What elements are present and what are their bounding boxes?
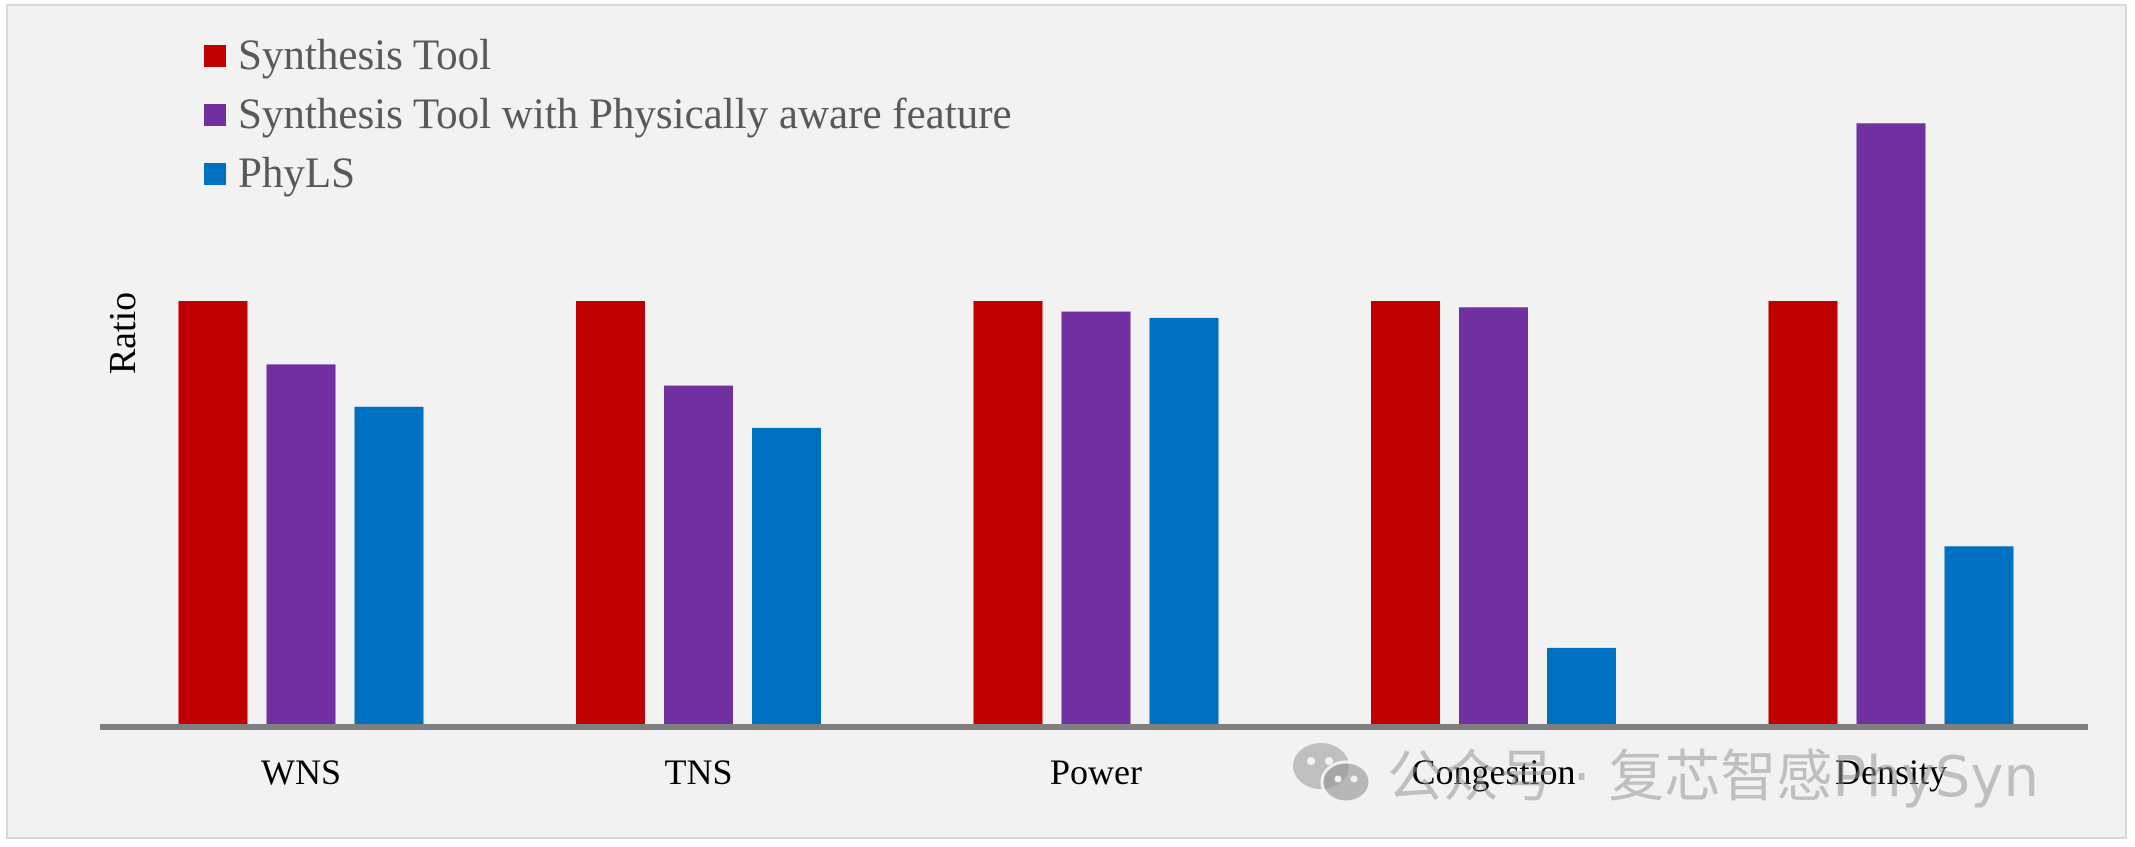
watermark-text: 公众号 · 复芯智感PhySyn bbox=[1387, 745, 2039, 810]
legend-label: Synthesis Tool bbox=[238, 32, 492, 79]
x-tick-labels: WNS TNS Power Congestion Density bbox=[261, 752, 1947, 792]
bar-congestion-synthesis-tool-with-physically-aware-feature bbox=[1459, 307, 1528, 724]
legend-label: PhyLS bbox=[238, 150, 356, 197]
bar-wns-synthesis-tool-with-physically-aware-feature bbox=[266, 364, 336, 724]
chart-area: WNS TNS Power Congestion Density Synthesis T… bbox=[6, 4, 2127, 839]
bar-tns-synthesis-tool-with-physically-aware-feature bbox=[664, 385, 733, 724]
bar-density-phyls bbox=[1944, 546, 2014, 724]
legend-swatch bbox=[204, 162, 226, 185]
y-axis-label: Ratio bbox=[102, 291, 144, 375]
bar-wns-synthesis-tool bbox=[178, 301, 248, 724]
bar-congestion-phyls bbox=[1547, 647, 1616, 724]
x-tick-label-density: Density bbox=[1835, 752, 1947, 792]
legend-item-synthesis-tool: Synthesis Tool bbox=[204, 26, 1012, 85]
x-tick-label-tns: TNS bbox=[664, 752, 732, 792]
bar-density-synthesis-tool bbox=[1768, 301, 1838, 724]
x-tick-label-wns: WNS bbox=[261, 752, 341, 792]
bar-density-synthesis-tool-with-physically-aware-feature bbox=[1856, 123, 1926, 725]
legend-item-phyls: PhyLS bbox=[204, 144, 1012, 203]
bar-power-phyls bbox=[1149, 317, 1219, 724]
x-tick-label-congestion: Congestion bbox=[1411, 752, 1575, 792]
legend: Synthesis Tool Synthesis Tool with Physi… bbox=[204, 26, 1012, 203]
bar-tns-phyls bbox=[752, 427, 821, 724]
legend-label: Synthesis Tool with Physically aware fea… bbox=[238, 91, 1012, 138]
bar-power-synthesis-tool bbox=[973, 301, 1043, 724]
bar-chart: WNS TNS Power Congestion Density bbox=[100, 123, 2088, 792]
bar-power-synthesis-tool-with-physically-aware-feature bbox=[1061, 311, 1131, 724]
legend-swatch bbox=[204, 44, 226, 67]
bar-tns-synthesis-tool bbox=[576, 301, 645, 724]
watermark: 公众号 · 复芯智感PhySyn bbox=[1291, 732, 2039, 813]
bars-group bbox=[178, 123, 2014, 725]
legend-item-physically-aware: Synthesis Tool with Physically aware fea… bbox=[204, 85, 1012, 144]
bar-congestion-synthesis-tool bbox=[1371, 301, 1440, 724]
legend-swatch bbox=[204, 103, 226, 126]
bar-wns-phyls bbox=[354, 406, 424, 725]
x-tick-label-power: Power bbox=[1050, 752, 1142, 792]
wechat-icon bbox=[1293, 742, 1372, 803]
